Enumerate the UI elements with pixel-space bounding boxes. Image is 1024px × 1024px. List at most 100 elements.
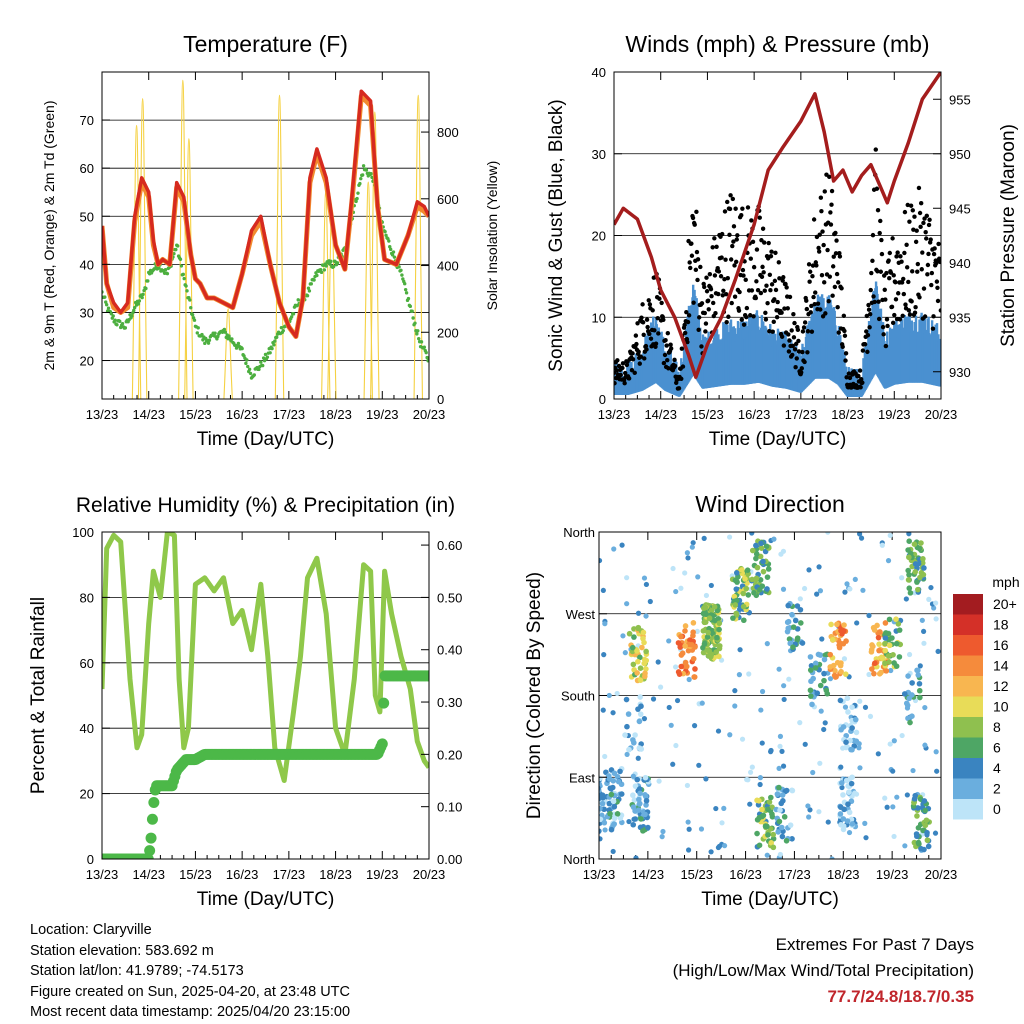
gust-point	[665, 330, 671, 336]
gust-point	[712, 273, 718, 278]
direction-point	[694, 628, 700, 634]
gust-point	[693, 267, 699, 273]
direction-point	[840, 792, 846, 798]
direction-point	[882, 795, 888, 801]
gust-point	[792, 320, 797, 326]
direction-point	[691, 723, 698, 729]
direction-point	[638, 746, 645, 752]
direction-point	[923, 817, 930, 824]
direction-point	[630, 661, 637, 668]
direction-point	[630, 792, 636, 799]
direction-point	[637, 711, 644, 717]
gust-point	[739, 317, 745, 322]
direction-point	[919, 617, 925, 623]
gust-point	[776, 260, 782, 265]
direction-point	[765, 832, 771, 838]
dewpoint-point	[200, 332, 204, 337]
gust-point	[732, 263, 737, 268]
y2-axis-label: Solar Insolation (Yellow)	[484, 161, 500, 311]
dewpoint-point	[329, 259, 333, 264]
gust-point	[754, 247, 760, 252]
y2-tick-label: 0.60	[437, 538, 462, 553]
gust-point	[806, 262, 812, 267]
gust-point	[895, 250, 900, 255]
panel-title: Relative Humidity (%) & Precipitation (i…	[76, 494, 455, 517]
gust-point	[650, 308, 655, 313]
gust-point	[864, 313, 870, 319]
dewpoint-point	[123, 326, 128, 330]
dewpoint-point	[275, 335, 279, 339]
direction-point	[845, 709, 851, 715]
direction-point	[759, 688, 766, 695]
gust-point	[720, 293, 725, 298]
y-tick-label: 40	[80, 257, 94, 272]
gust-point	[843, 351, 849, 356]
direction-point	[703, 592, 710, 599]
gust-point	[725, 275, 730, 281]
direction-point	[786, 676, 792, 682]
direction-point	[905, 673, 911, 679]
dewpoint-point	[291, 312, 296, 316]
gust-point	[708, 286, 714, 292]
direction-point	[886, 659, 892, 665]
direction-point	[702, 619, 709, 625]
direction-point	[899, 732, 905, 739]
y-axis-label: Direction (Colored By Speed)	[524, 572, 545, 819]
direction-point	[766, 799, 773, 805]
gust-point	[878, 269, 884, 274]
gust-point	[799, 370, 804, 375]
gust-point	[910, 208, 915, 213]
direction-point	[904, 792, 910, 798]
gust-point	[748, 256, 753, 261]
gust-point	[758, 290, 764, 296]
y2-tick-label: 600	[437, 192, 459, 207]
y-axis-label: Sonic Wind & Gust (Blue, Black)	[546, 99, 567, 371]
dewpoint-point	[315, 273, 319, 278]
x-tick-label: 16/23	[226, 407, 259, 422]
direction-point	[797, 606, 804, 613]
direction-point	[884, 804, 890, 810]
direction-point	[757, 775, 764, 781]
direction-point	[882, 660, 888, 667]
direction-point	[807, 667, 814, 673]
gust-point	[823, 311, 828, 316]
gust-point	[787, 338, 792, 343]
gust-point	[656, 331, 661, 336]
gust-point	[879, 251, 885, 257]
y-tick-label: North	[563, 525, 595, 540]
gust-point	[878, 218, 883, 224]
direction-point	[715, 844, 722, 851]
dewpoint-point	[360, 173, 365, 177]
gust-point	[873, 147, 878, 152]
direction-point	[675, 640, 682, 646]
direction-point	[768, 794, 774, 801]
gust-point	[688, 265, 693, 271]
direction-point	[601, 819, 608, 826]
x-tick-label: 17/23	[778, 867, 811, 882]
direction-point	[821, 677, 827, 684]
direction-point	[821, 656, 828, 663]
dewpoint-point	[403, 282, 407, 286]
direction-point	[632, 808, 638, 814]
gust-point	[880, 324, 886, 330]
direction-point	[786, 636, 793, 642]
direction-point	[605, 773, 612, 779]
gust-point	[896, 291, 901, 296]
dewpoint-point	[391, 250, 396, 254]
solar-curve	[370, 111, 380, 399]
gust-point	[698, 264, 703, 270]
dewpoint-point	[260, 363, 265, 368]
gust-point	[734, 237, 739, 242]
direction-point	[641, 716, 648, 722]
direction-point	[882, 635, 889, 641]
gust-point	[868, 287, 873, 293]
direction-point	[625, 711, 632, 717]
gust-point	[836, 330, 841, 335]
extremes-title: Extremes For Past 7 Days	[775, 935, 974, 954]
gust-point	[932, 246, 937, 251]
direction-point	[765, 806, 771, 813]
direction-point	[743, 585, 750, 592]
direction-point	[719, 820, 725, 826]
x-tick-label: 16/23	[729, 867, 762, 882]
y-tick-label: North	[563, 852, 595, 867]
